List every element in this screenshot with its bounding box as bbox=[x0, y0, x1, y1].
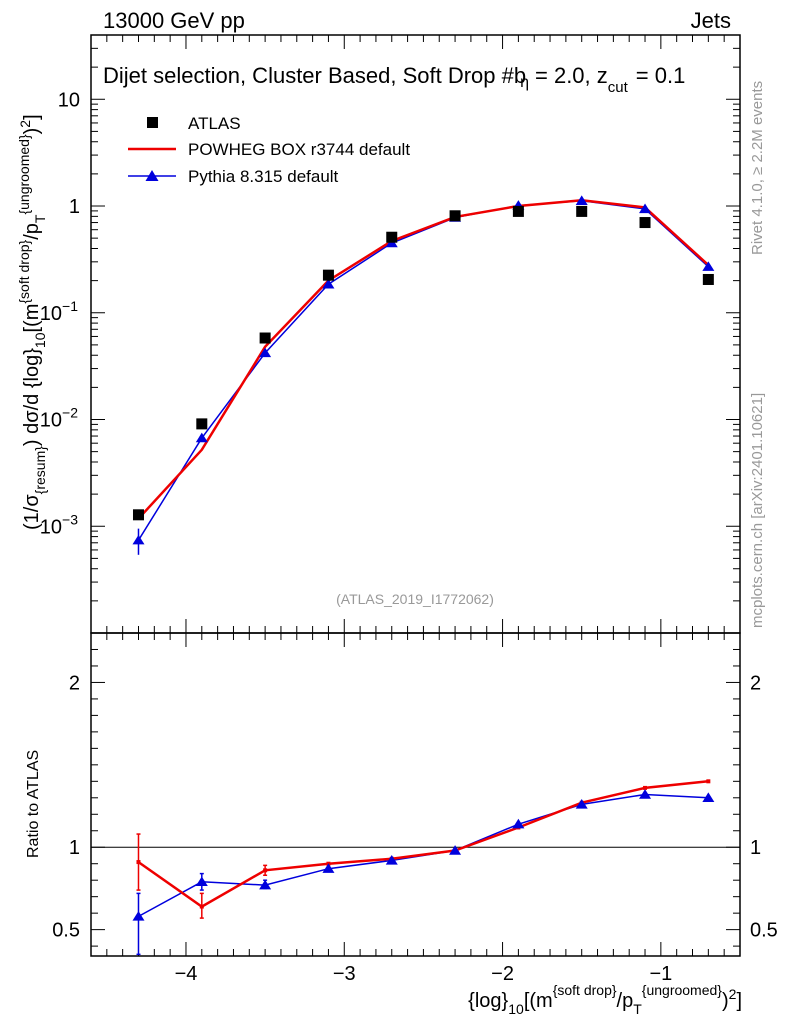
main-series-group bbox=[132, 195, 715, 555]
main-y-tick-label: 10−2 bbox=[40, 405, 78, 432]
x-tick-label: −4 bbox=[175, 963, 198, 985]
x-tick-label: −3 bbox=[333, 963, 356, 985]
atlas-point bbox=[259, 332, 271, 344]
main-y-tick-label: 10 bbox=[58, 89, 80, 111]
ratio-pythia-point bbox=[259, 879, 272, 890]
atlas-point bbox=[512, 205, 524, 217]
pythia-point bbox=[702, 261, 715, 271]
ratio-pythia-point bbox=[575, 798, 588, 809]
ratio-pythia-point bbox=[132, 911, 145, 921]
pythia-point bbox=[195, 432, 208, 443]
analysis-id: (ATLAS_2019_I1772062) bbox=[336, 591, 494, 607]
atlas-point bbox=[322, 269, 334, 281]
energy-label: 13000 GeV pp bbox=[103, 8, 245, 33]
ratio-y-tick-label: 0.5 bbox=[52, 920, 80, 942]
ratio-powheg-point bbox=[263, 868, 268, 873]
atlas-point bbox=[449, 210, 461, 222]
ratio-plot-frame bbox=[90, 632, 741, 957]
ratio-y-tick-label-right: 2 bbox=[750, 672, 761, 694]
zcut-subscript: cut bbox=[608, 79, 629, 96]
ratio-powheg-line bbox=[137, 780, 709, 909]
main-y-tick-label: 10−1 bbox=[40, 298, 78, 325]
mcplots-text: mcplots.cern.ch [arXiv:2401.10621] bbox=[749, 393, 766, 628]
ratio-y-tick-label: 2 bbox=[69, 672, 80, 694]
selection-label: Dijet selection, Cluster Based, Soft Dro… bbox=[103, 63, 685, 96]
ratio-y-tick-label-right: 0.5 bbox=[750, 920, 778, 942]
ratio-pythia-point bbox=[449, 845, 462, 855]
beta-label: = 2.0, z bbox=[535, 63, 608, 88]
legend-powheg-label: POWHEG BOX r3744 default bbox=[188, 140, 410, 159]
main-y-tick-label: 1 bbox=[69, 196, 80, 218]
legend-atlas-label: ATLAS bbox=[188, 114, 241, 133]
x-tick-label: −1 bbox=[649, 963, 672, 985]
atlas-point bbox=[576, 205, 588, 217]
legend-atlas-marker bbox=[147, 117, 158, 128]
ratio-pythia-point bbox=[195, 876, 208, 887]
rivet-version-text: Rivet 4.1.0, ≥ 2.2M events bbox=[749, 81, 766, 255]
ratio-y-axis-label: Ratio to ATLAS bbox=[25, 750, 42, 858]
ratio-series-group bbox=[132, 779, 715, 956]
ratio-axes: −4 −3 −2 −1 0.5 0.5 1 1 2 2 bbox=[52, 633, 778, 985]
selection-text: Dijet selection, Cluster Based, Soft Dro… bbox=[103, 63, 526, 88]
ratio-powheg-point bbox=[706, 779, 711, 784]
ratio-pythia-point bbox=[639, 789, 652, 799]
atlas-point bbox=[639, 217, 651, 229]
pythia-point bbox=[322, 278, 335, 289]
pythia-point bbox=[132, 534, 145, 545]
beta-symbol: η bbox=[520, 74, 529, 91]
ratio-y-tick-label-right: 1 bbox=[750, 837, 761, 859]
ratio-powheg-point bbox=[643, 785, 648, 790]
ratio-y-tick-label: 1 bbox=[69, 837, 80, 859]
pythia-point bbox=[259, 347, 272, 358]
pythia-point bbox=[639, 203, 652, 214]
atlas-point bbox=[132, 509, 144, 521]
ratio-powheg-point bbox=[136, 860, 141, 865]
legend: ATLAS POWHEG BOX r3744 default Pythia 8.… bbox=[128, 114, 410, 186]
ratio-pythia-point bbox=[385, 855, 398, 865]
powheg-line bbox=[137, 199, 710, 520]
main-y-tick-label: 10−3 bbox=[40, 511, 78, 538]
x-axis-label: {log}10[(m{soft drop}/pT{ungroomed})2] bbox=[468, 982, 742, 1017]
atlas-point bbox=[702, 273, 714, 285]
atlas-point bbox=[386, 231, 398, 243]
legend-pythia-marker bbox=[145, 170, 159, 181]
pythia-line bbox=[137, 200, 709, 541]
zcut-value: = 0.1 bbox=[636, 63, 686, 88]
ratio-pythia-point bbox=[322, 863, 335, 873]
ratio-pythia-point bbox=[512, 818, 525, 829]
atlas-point bbox=[196, 418, 208, 430]
ratio-pythia-point bbox=[702, 792, 715, 802]
pythia-point bbox=[575, 195, 588, 205]
legend-pythia-label: Pythia 8.315 default bbox=[188, 167, 339, 186]
ratio-powheg-point bbox=[199, 904, 204, 909]
x-tick-label: −2 bbox=[491, 963, 514, 985]
main-y-axis-label: (1/σ{resum}) dσ/d {log}10[(m{soft drop}/… bbox=[16, 114, 48, 530]
category-label: Jets bbox=[691, 8, 731, 33]
main-axes: 10−3 10−2 10−1 1 10 bbox=[40, 34, 740, 634]
